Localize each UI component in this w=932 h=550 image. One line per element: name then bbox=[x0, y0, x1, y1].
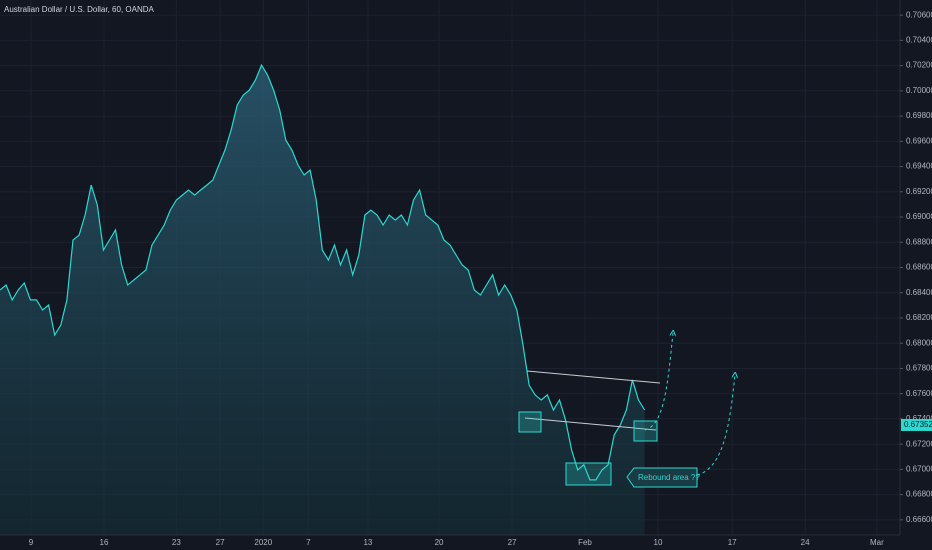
x-tick-label: 17 bbox=[728, 538, 737, 547]
x-tick-label: 23 bbox=[172, 538, 181, 547]
last-price-label: 0.67352 bbox=[904, 420, 932, 429]
x-tick-label: 10 bbox=[654, 538, 663, 547]
zone-box bbox=[633, 420, 658, 442]
last-price-box bbox=[901, 418, 932, 431]
projection-arrow bbox=[644, 333, 673, 431]
trend-line bbox=[526, 370, 661, 384]
drawings: Rebound area ?? bbox=[518, 333, 735, 488]
series bbox=[0, 63, 646, 535]
area-fill bbox=[0, 65, 645, 535]
x-tick-label: 13 bbox=[363, 538, 372, 547]
projection-arrow bbox=[696, 375, 735, 476]
x-tick-label: 16 bbox=[100, 538, 109, 547]
price-line bbox=[0, 63, 646, 481]
x-tick-label: 27 bbox=[216, 538, 225, 547]
x-tick-label: 27 bbox=[508, 538, 517, 547]
callout-text: Rebound area ?? bbox=[638, 473, 700, 482]
x-tick-label: 20 bbox=[435, 538, 444, 547]
x-tick-label: 9 bbox=[29, 538, 34, 547]
x-tick-label: 2020 bbox=[254, 538, 272, 547]
zone-box bbox=[518, 411, 542, 433]
zone-box bbox=[565, 462, 612, 486]
x-tick-label: 7 bbox=[306, 538, 311, 547]
chart-title: Australian Dollar / U.S. Dollar, 60, OAN… bbox=[4, 5, 154, 14]
x-tick-label: Mar bbox=[870, 538, 884, 547]
x-tick-label: Feb bbox=[578, 538, 592, 547]
x-tick-label: 24 bbox=[801, 538, 810, 547]
callout bbox=[626, 467, 698, 488]
y-tick-label: 0.70600 bbox=[906, 10, 932, 19]
